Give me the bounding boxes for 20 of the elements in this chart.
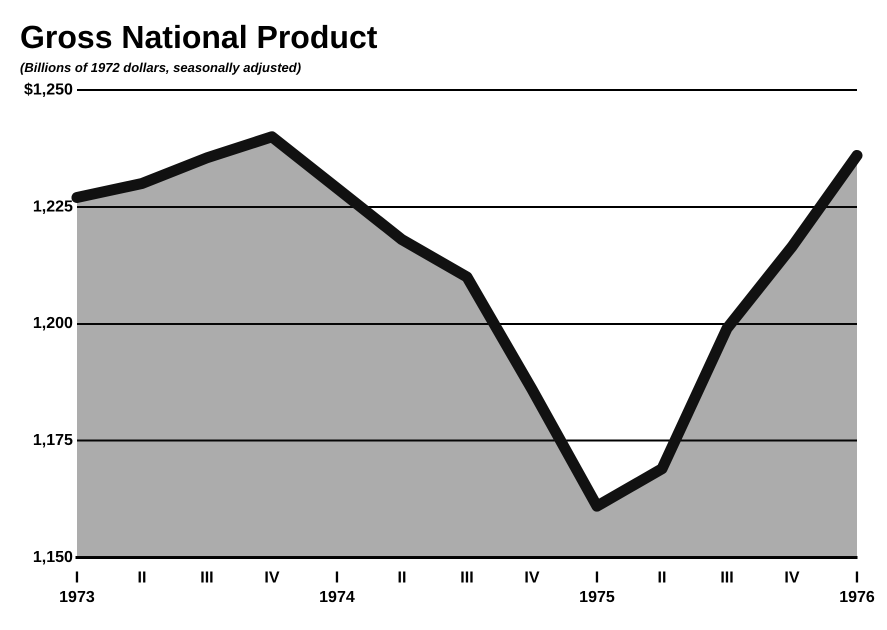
x-tick-label: III	[460, 570, 474, 587]
x-tick-label: IV	[524, 570, 540, 587]
chart-title: Gross National Product	[20, 19, 378, 56]
x-tick-label: IV	[784, 570, 800, 587]
x-tick-label: IV	[264, 570, 280, 587]
x-tick-label: II	[137, 570, 146, 587]
x-tick-label: I 1976	[839, 570, 875, 606]
y-tick-label: 1,225	[32, 198, 74, 216]
y-tick-label: 1,150	[32, 549, 74, 566]
x-tick-label: II	[658, 570, 666, 587]
x-tick-label: I 1973	[59, 570, 95, 606]
y-tick-label: 1,200	[32, 315, 74, 332]
x-tick-label: III	[720, 570, 734, 587]
x-tick-label: II	[398, 570, 406, 587]
y-tick-label: $1,250	[24, 81, 74, 98]
chart-subtitle: (Billions of 1972 dollars, seasonally adjusted)	[20, 60, 302, 75]
x-tick-label: III	[200, 570, 214, 587]
y-tick-label: 1,175	[32, 432, 74, 450]
x-tick-label: I 1975	[579, 570, 615, 606]
x-tick-label: I 1974	[319, 570, 355, 606]
